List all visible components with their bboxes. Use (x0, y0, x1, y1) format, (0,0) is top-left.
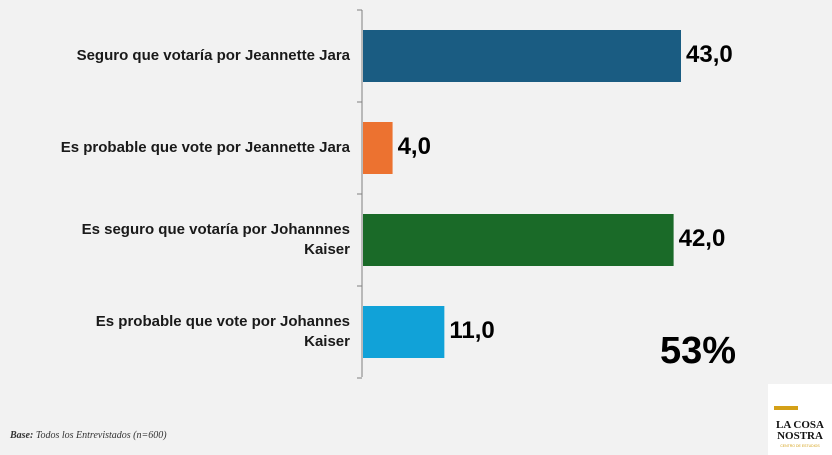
bar (363, 122, 393, 174)
bar (363, 30, 681, 82)
total-percentage: 53% (660, 330, 737, 372)
base-label: Base: (10, 430, 34, 441)
logo-tagline: CENTRO DE ESTUDIOS (780, 444, 820, 448)
data-label: 43,0 (686, 41, 733, 68)
base-text: Todos los Entrevistados (n=600) (35, 430, 167, 441)
data-label: 11,0 (449, 317, 495, 344)
category-label: Es probable que vote por Johannes Kaiser (95, 313, 350, 350)
logo-line1: LA COSA (776, 419, 824, 431)
category-label: Es seguro que votaría por Johannnes Kais… (81, 221, 350, 258)
base-note: Base: Todos los Entrevistados (n=600) (10, 430, 167, 441)
data-label: 42,0 (678, 225, 726, 252)
category-label: Es probable que vote por Jeannette Jara (60, 139, 350, 156)
data-label: 4,0 (397, 133, 431, 160)
bar (363, 214, 674, 266)
bar (363, 306, 445, 358)
logo-line2: NOSTRA (777, 430, 823, 442)
brand-logo: LA COSA NOSTRA CENTRO DE ESTUDIOS (768, 384, 832, 455)
category-label: Seguro que votaría por Jeannette Jara (76, 47, 350, 64)
